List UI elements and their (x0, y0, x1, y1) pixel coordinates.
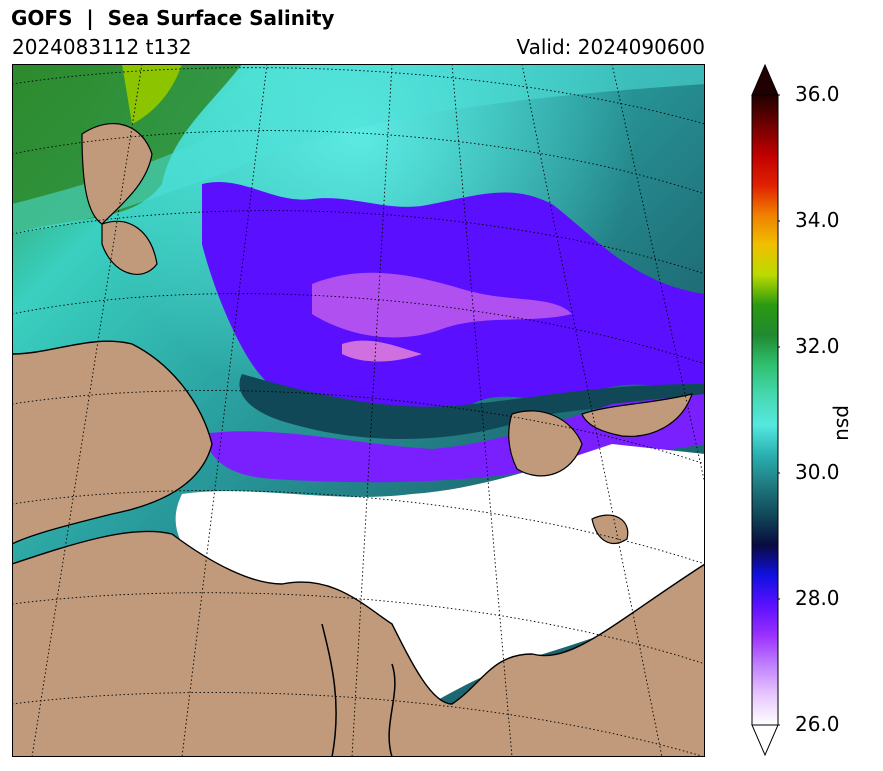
colorbar-unit-label: psu (832, 405, 856, 441)
colorbar-tick-label: 32.0 (795, 334, 840, 358)
river-1 (321, 623, 337, 757)
salinity-map (12, 64, 705, 757)
graticule (12, 64, 705, 757)
colorbar-tick-label: 28.0 (795, 586, 840, 610)
plume-pink (342, 340, 422, 362)
map-title: GOFS | Sea Surface Salinity (11, 6, 335, 30)
island-north-2 (101, 220, 158, 275)
island-east-2 (581, 393, 693, 437)
colorbar-tick-label: 36.0 (795, 82, 840, 106)
colorbar-tick-label: 30.0 (795, 460, 840, 484)
colorbar-tick-label: 26.0 (795, 712, 840, 736)
colorbar-tick-label: 34.0 (795, 208, 840, 232)
land-west (12, 340, 213, 545)
river-2 (388, 663, 396, 757)
island-north-1 (81, 123, 153, 225)
init-time-label: 2024083112 t132 (12, 35, 192, 59)
island-east-1 (508, 410, 583, 477)
cyan-band (12, 64, 705, 234)
island-east-3 (591, 514, 629, 544)
colorbar-extend-max (751, 63, 779, 96)
plume-core (312, 272, 572, 338)
yellow-green-tongue (122, 64, 182, 124)
valid-time-label: Valid: 2024090600 (516, 35, 705, 59)
dark-band (239, 374, 705, 439)
colorbar-ramp (751, 63, 783, 757)
colorbar-bar (751, 94, 779, 726)
colorbar: 26.0 28.0 30.0 32.0 34.0 36.0 psu (740, 60, 880, 767)
colorbar-extend-min (751, 724, 779, 757)
